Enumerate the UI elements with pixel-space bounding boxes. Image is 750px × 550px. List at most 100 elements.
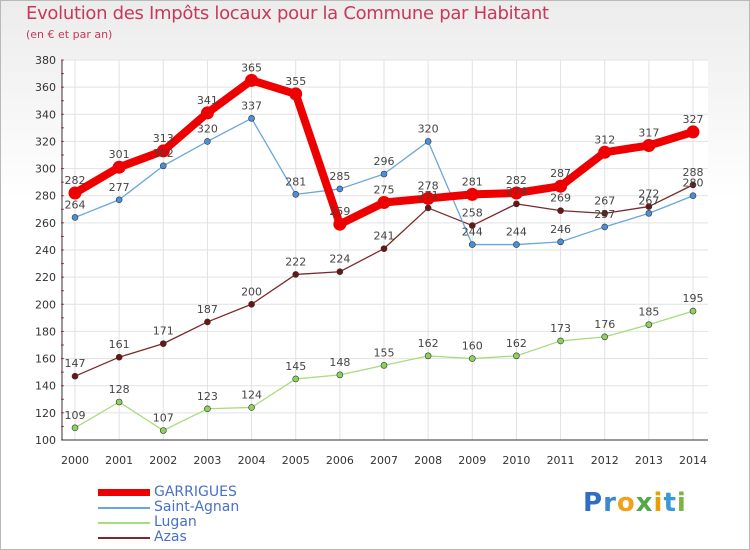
data-point bbox=[204, 318, 211, 326]
y-tick-label: 140 bbox=[35, 380, 56, 393]
x-tick-label: 2009 bbox=[458, 454, 486, 467]
y-tick-label: 360 bbox=[35, 81, 56, 94]
y-tick-label: 180 bbox=[35, 325, 56, 338]
data-point bbox=[248, 115, 255, 122]
data-label: 355 bbox=[285, 75, 306, 88]
x-tick-label: 2011 bbox=[547, 454, 575, 467]
data-point bbox=[424, 204, 432, 212]
y-tick-label: 340 bbox=[35, 108, 56, 121]
data-label: 161 bbox=[109, 338, 130, 351]
data-label: 222 bbox=[285, 255, 306, 268]
data-point bbox=[248, 300, 255, 308]
y-tick-label: 300 bbox=[35, 163, 56, 176]
data-label: 244 bbox=[506, 226, 527, 239]
data-point bbox=[513, 200, 520, 208]
legend-item-saint-agnan: Saint-Agnan bbox=[98, 500, 398, 515]
data-point bbox=[424, 352, 432, 360]
data-label: 280 bbox=[683, 177, 704, 190]
data-point bbox=[468, 355, 476, 362]
data-point bbox=[336, 371, 344, 379]
data-point bbox=[71, 424, 79, 432]
legend-swatch bbox=[98, 489, 150, 496]
data-label: 257 bbox=[594, 208, 615, 221]
data-point bbox=[200, 106, 214, 120]
data-label: 281 bbox=[462, 175, 483, 188]
data-label: 155 bbox=[374, 346, 395, 359]
data-point bbox=[156, 144, 170, 158]
legend-label: Saint-Agnan bbox=[154, 499, 240, 515]
x-tick-label: 2014 bbox=[679, 454, 707, 467]
data-point bbox=[645, 203, 653, 210]
data-point bbox=[248, 404, 255, 411]
y-tick-label: 100 bbox=[35, 434, 56, 447]
data-point bbox=[115, 353, 123, 361]
proxiti-logo: Proxiti bbox=[583, 488, 687, 518]
data-point bbox=[336, 185, 344, 193]
data-label: 258 bbox=[462, 207, 483, 220]
data-label: 275 bbox=[374, 184, 395, 197]
data-point bbox=[557, 207, 564, 214]
x-tick-label: 2005 bbox=[282, 454, 310, 467]
data-point bbox=[292, 191, 300, 198]
data-point bbox=[465, 187, 479, 201]
x-tick-label: 2013 bbox=[635, 454, 663, 467]
data-label: 259 bbox=[329, 205, 350, 218]
data-point bbox=[115, 196, 123, 204]
data-label: 123 bbox=[197, 390, 218, 403]
data-label: 173 bbox=[550, 322, 571, 335]
data-label: 244 bbox=[462, 226, 483, 239]
data-point bbox=[686, 125, 700, 139]
data-point bbox=[115, 398, 123, 406]
data-point bbox=[336, 268, 344, 276]
data-point bbox=[159, 427, 167, 434]
data-point bbox=[71, 372, 79, 380]
data-point bbox=[557, 337, 564, 345]
legend-item-garrigues: GARRIGUES bbox=[98, 485, 398, 500]
data-point bbox=[509, 186, 523, 200]
data-point bbox=[289, 87, 303, 101]
data-point bbox=[601, 210, 609, 217]
data-label: 124 bbox=[241, 388, 262, 401]
x-tick-label: 2007 bbox=[370, 454, 398, 467]
data-label: 327 bbox=[683, 113, 704, 126]
data-point bbox=[245, 73, 259, 87]
data-point bbox=[159, 340, 167, 347]
data-label: 317 bbox=[638, 127, 659, 140]
data-point bbox=[159, 162, 167, 170]
legend-label: GARRIGUES bbox=[154, 484, 237, 500]
data-point bbox=[292, 271, 300, 278]
x-tick-label: 2010 bbox=[502, 454, 530, 467]
data-point bbox=[380, 170, 388, 178]
data-point bbox=[601, 333, 609, 341]
data-point bbox=[645, 321, 653, 328]
data-label: 271 bbox=[418, 189, 439, 202]
data-label: 341 bbox=[197, 94, 218, 107]
data-label: 147 bbox=[65, 357, 86, 370]
data-label: 264 bbox=[65, 198, 86, 211]
x-tick-label: 2000 bbox=[61, 454, 89, 467]
data-label: 282 bbox=[506, 174, 527, 187]
data-label: 269 bbox=[550, 192, 571, 205]
data-label: 296 bbox=[374, 155, 395, 168]
data-label: 195 bbox=[683, 292, 704, 305]
data-label: 171 bbox=[153, 325, 174, 338]
data-point bbox=[689, 181, 697, 189]
data-label: 246 bbox=[550, 223, 571, 236]
legend-swatch bbox=[98, 537, 150, 539]
data-point bbox=[557, 238, 564, 246]
data-label: 107 bbox=[153, 412, 174, 425]
data-label: 162 bbox=[418, 337, 439, 350]
data-label: 200 bbox=[241, 285, 262, 298]
y-tick-label: 320 bbox=[35, 135, 56, 148]
data-label: 320 bbox=[197, 122, 218, 135]
data-point bbox=[421, 191, 435, 205]
x-tick-label: 2006 bbox=[326, 454, 354, 467]
data-label: 301 bbox=[109, 148, 130, 161]
data-label: 277 bbox=[109, 181, 130, 194]
x-tick-label: 2004 bbox=[238, 454, 266, 467]
data-label: 288 bbox=[683, 166, 704, 179]
legend-label: Azas bbox=[154, 529, 187, 545]
legend-item-lugan: Lugan bbox=[98, 515, 398, 530]
data-point bbox=[689, 307, 697, 315]
